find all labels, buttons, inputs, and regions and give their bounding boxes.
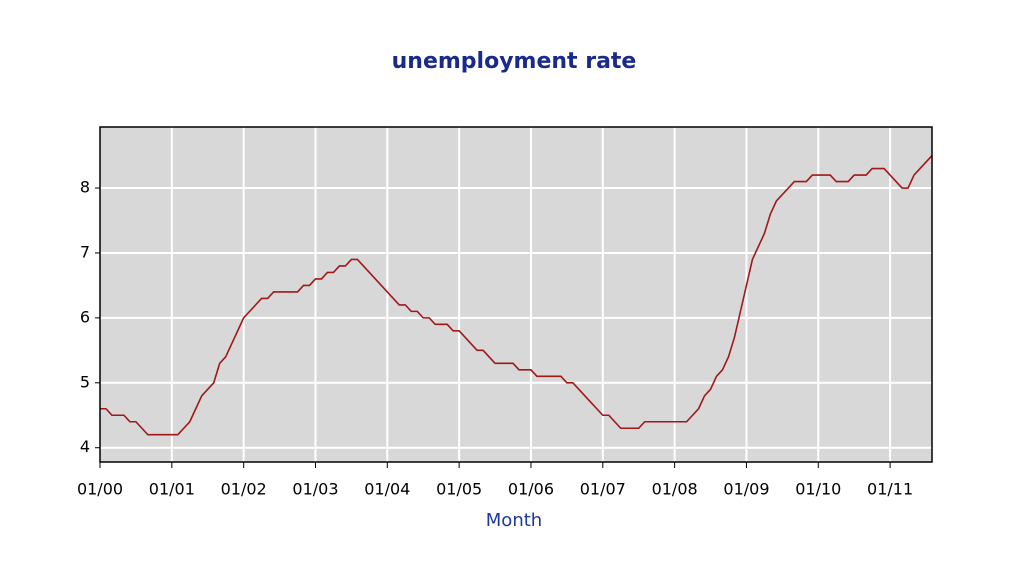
x-tick-label: 01/03 xyxy=(292,480,338,499)
y-tick-label: 5 xyxy=(80,372,90,391)
x-tick-label: 01/11 xyxy=(867,480,913,499)
x-tick-label: 01/02 xyxy=(221,480,267,499)
x-tick-label: 01/01 xyxy=(149,480,195,499)
x-tick-label: 01/06 xyxy=(508,480,554,499)
x-tick-label: 01/05 xyxy=(436,480,482,499)
x-axis-label: Month xyxy=(486,510,542,531)
chart-title: unemployment rate xyxy=(392,49,637,74)
x-tick-label: 01/00 xyxy=(77,480,123,499)
x-tick-label: 01/07 xyxy=(580,480,626,499)
y-tick-label: 8 xyxy=(80,178,90,197)
x-tick-label: 01/10 xyxy=(795,480,841,499)
x-tick-label: 01/08 xyxy=(652,480,698,499)
y-tick-label: 6 xyxy=(80,307,90,326)
x-tick-label: 01/04 xyxy=(364,480,410,499)
x-tick-label: 01/09 xyxy=(723,480,769,499)
data-line xyxy=(100,155,933,436)
plot-area xyxy=(100,127,932,462)
y-tick-label: 4 xyxy=(80,437,90,456)
plot-frame xyxy=(99,126,933,463)
y-tick-label: 7 xyxy=(80,242,90,261)
